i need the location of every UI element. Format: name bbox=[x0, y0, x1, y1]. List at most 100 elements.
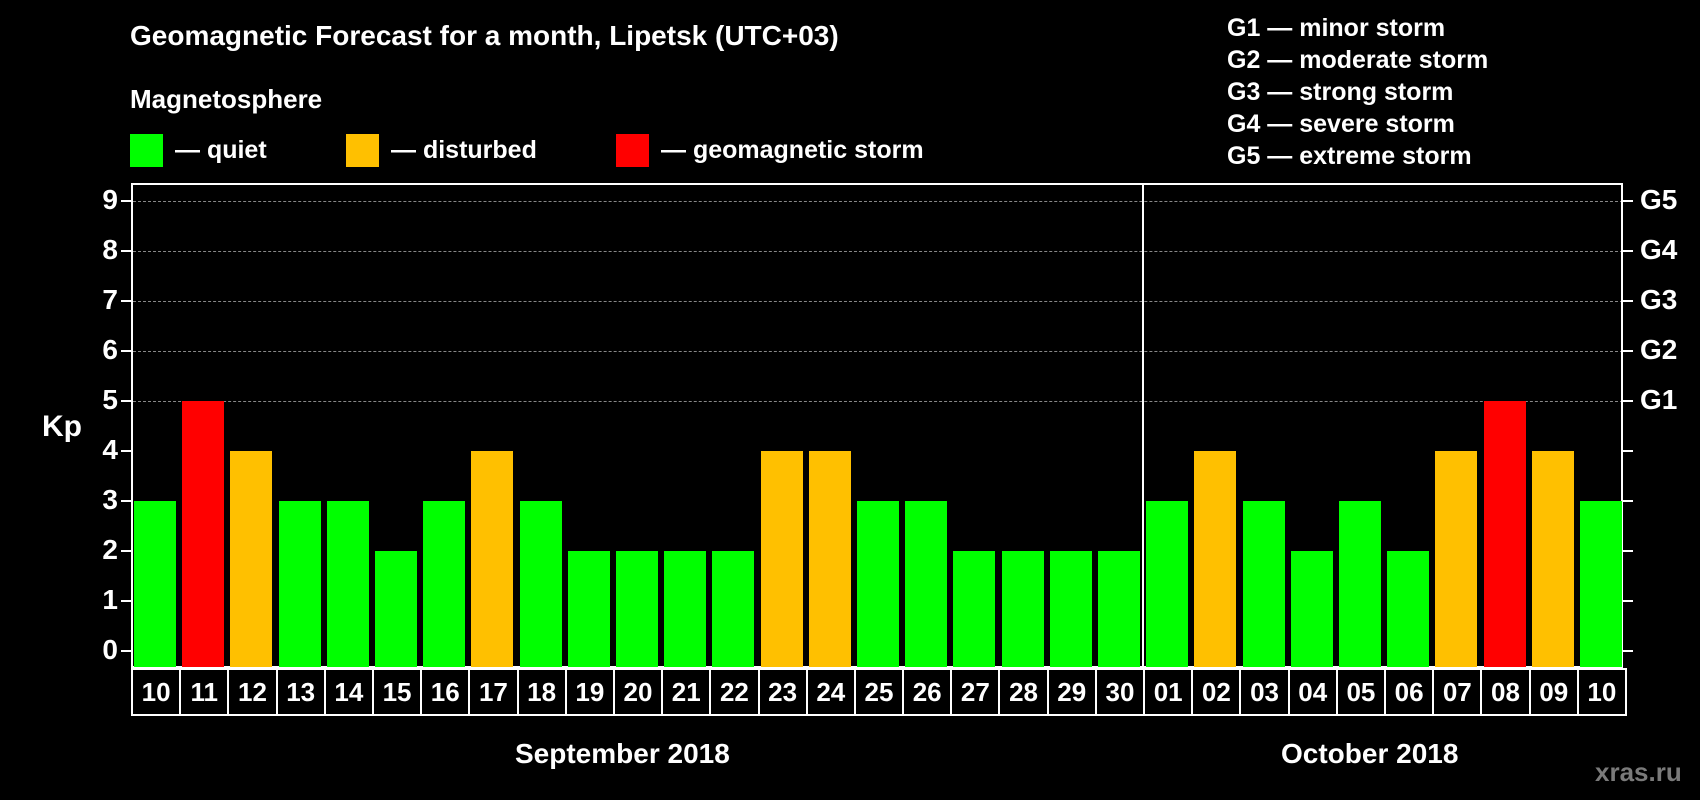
y-tick-label: 8 bbox=[102, 234, 118, 265]
date-label: 24 bbox=[805, 668, 856, 716]
legend-storm-label: — geomagnetic storm bbox=[661, 135, 924, 164]
right-tick bbox=[1623, 450, 1633, 452]
storm-scale-g4: G4 — severe storm bbox=[1227, 110, 1455, 138]
date-label: 14 bbox=[323, 668, 374, 716]
y-tick bbox=[121, 650, 131, 652]
kp-bar bbox=[1483, 401, 1526, 667]
date-label: 04 bbox=[1287, 668, 1338, 716]
date-label: 21 bbox=[661, 668, 712, 716]
y-tick bbox=[121, 250, 131, 252]
kp-bar bbox=[616, 551, 659, 667]
y-tick bbox=[121, 500, 131, 502]
gridline bbox=[133, 251, 1623, 252]
month-divider bbox=[1142, 183, 1144, 668]
date-label: 22 bbox=[709, 668, 760, 716]
quiet-swatch-icon bbox=[130, 133, 163, 167]
disturbed-swatch-icon bbox=[346, 133, 379, 167]
legend-disturbed: — disturbed bbox=[346, 133, 537, 167]
date-label: 02 bbox=[1191, 668, 1242, 716]
right-tick bbox=[1623, 200, 1633, 202]
storm-scale-g5: G5 — extreme storm bbox=[1227, 142, 1472, 170]
date-label: 17 bbox=[468, 668, 519, 716]
date-label: 10 bbox=[131, 668, 182, 716]
legend-quiet-label: — quiet bbox=[175, 135, 267, 164]
kp-bar bbox=[471, 451, 514, 667]
y-tick-label: 2 bbox=[102, 534, 118, 565]
plot-area bbox=[131, 183, 1623, 668]
y-tick-label: 6 bbox=[102, 334, 118, 365]
kp-bar bbox=[567, 551, 610, 667]
date-label: 28 bbox=[998, 668, 1049, 716]
y-tick bbox=[121, 350, 131, 352]
kp-bar bbox=[905, 501, 948, 667]
legend-disturbed-label: — disturbed bbox=[391, 135, 537, 164]
kp-bar bbox=[1001, 551, 1044, 667]
watermark: xras.ru bbox=[1595, 757, 1682, 787]
gridline bbox=[133, 401, 1623, 402]
month-label-october: October 2018 bbox=[1281, 738, 1459, 769]
gridline bbox=[133, 301, 1623, 302]
date-label: 05 bbox=[1335, 668, 1387, 716]
legend-storm: — geomagnetic storm bbox=[616, 133, 924, 167]
kp-bar bbox=[1194, 451, 1237, 667]
date-label: 29 bbox=[1046, 668, 1097, 716]
date-label: 26 bbox=[902, 668, 953, 716]
y-tick bbox=[121, 550, 131, 552]
kp-bar bbox=[1531, 451, 1574, 667]
kp-bar bbox=[423, 501, 466, 667]
y-tick-label: 5 bbox=[102, 384, 118, 415]
date-label: 23 bbox=[757, 668, 808, 716]
date-label: 18 bbox=[516, 668, 567, 716]
kp-bar bbox=[1290, 551, 1333, 667]
right-tick bbox=[1623, 550, 1633, 552]
y-tick bbox=[121, 200, 131, 202]
y-tick-label: 7 bbox=[102, 284, 118, 315]
right-tick bbox=[1623, 500, 1633, 502]
g-scale-label: G1 bbox=[1640, 384, 1678, 415]
y-tick-label: 9 bbox=[102, 184, 118, 215]
date-label: 03 bbox=[1239, 668, 1290, 716]
kp-bar bbox=[182, 401, 225, 667]
kp-bar bbox=[1579, 501, 1622, 667]
legend-subtitle: Magnetosphere bbox=[130, 84, 323, 114]
kp-bar bbox=[1242, 501, 1285, 667]
right-tick bbox=[1623, 350, 1633, 352]
kp-bar bbox=[953, 551, 996, 667]
right-tick bbox=[1623, 600, 1633, 602]
kp-bar bbox=[375, 551, 418, 667]
g-scale-label: G5 bbox=[1640, 184, 1678, 215]
date-label: 11 bbox=[179, 668, 230, 716]
date-label: 12 bbox=[227, 668, 278, 716]
date-label: 15 bbox=[371, 668, 423, 716]
date-label: 27 bbox=[950, 668, 1001, 716]
legend-quiet: — quiet bbox=[130, 133, 267, 167]
kp-bar bbox=[1049, 551, 1092, 667]
kp-bar bbox=[134, 501, 177, 667]
kp-bar bbox=[760, 451, 803, 667]
date-label: 08 bbox=[1480, 668, 1531, 716]
storm-swatch-icon bbox=[616, 133, 649, 167]
kp-bar bbox=[230, 451, 273, 667]
y-tick bbox=[121, 300, 131, 302]
date-label: 25 bbox=[853, 668, 905, 716]
y-tick-label: 0 bbox=[102, 634, 118, 665]
kp-bar bbox=[278, 501, 321, 667]
date-label: 16 bbox=[420, 668, 471, 716]
y-tick bbox=[121, 450, 131, 452]
kp-bar bbox=[857, 501, 899, 667]
g-scale-label: G3 bbox=[1640, 284, 1678, 315]
kp-bar bbox=[1146, 501, 1189, 667]
kp-bar bbox=[808, 451, 851, 667]
right-tick bbox=[1623, 300, 1633, 302]
date-label: 10 bbox=[1576, 668, 1627, 716]
kp-bar bbox=[1387, 551, 1430, 667]
date-label: 09 bbox=[1528, 668, 1579, 716]
right-tick bbox=[1623, 650, 1633, 652]
y-tick-label: 1 bbox=[102, 584, 118, 615]
y-tick-label: 3 bbox=[102, 484, 118, 515]
g-scale-label: G2 bbox=[1640, 334, 1678, 365]
g-scale-label: G4 bbox=[1640, 234, 1678, 265]
y-tick bbox=[121, 400, 131, 402]
date-label: 06 bbox=[1384, 668, 1435, 716]
kp-bar bbox=[664, 551, 707, 667]
